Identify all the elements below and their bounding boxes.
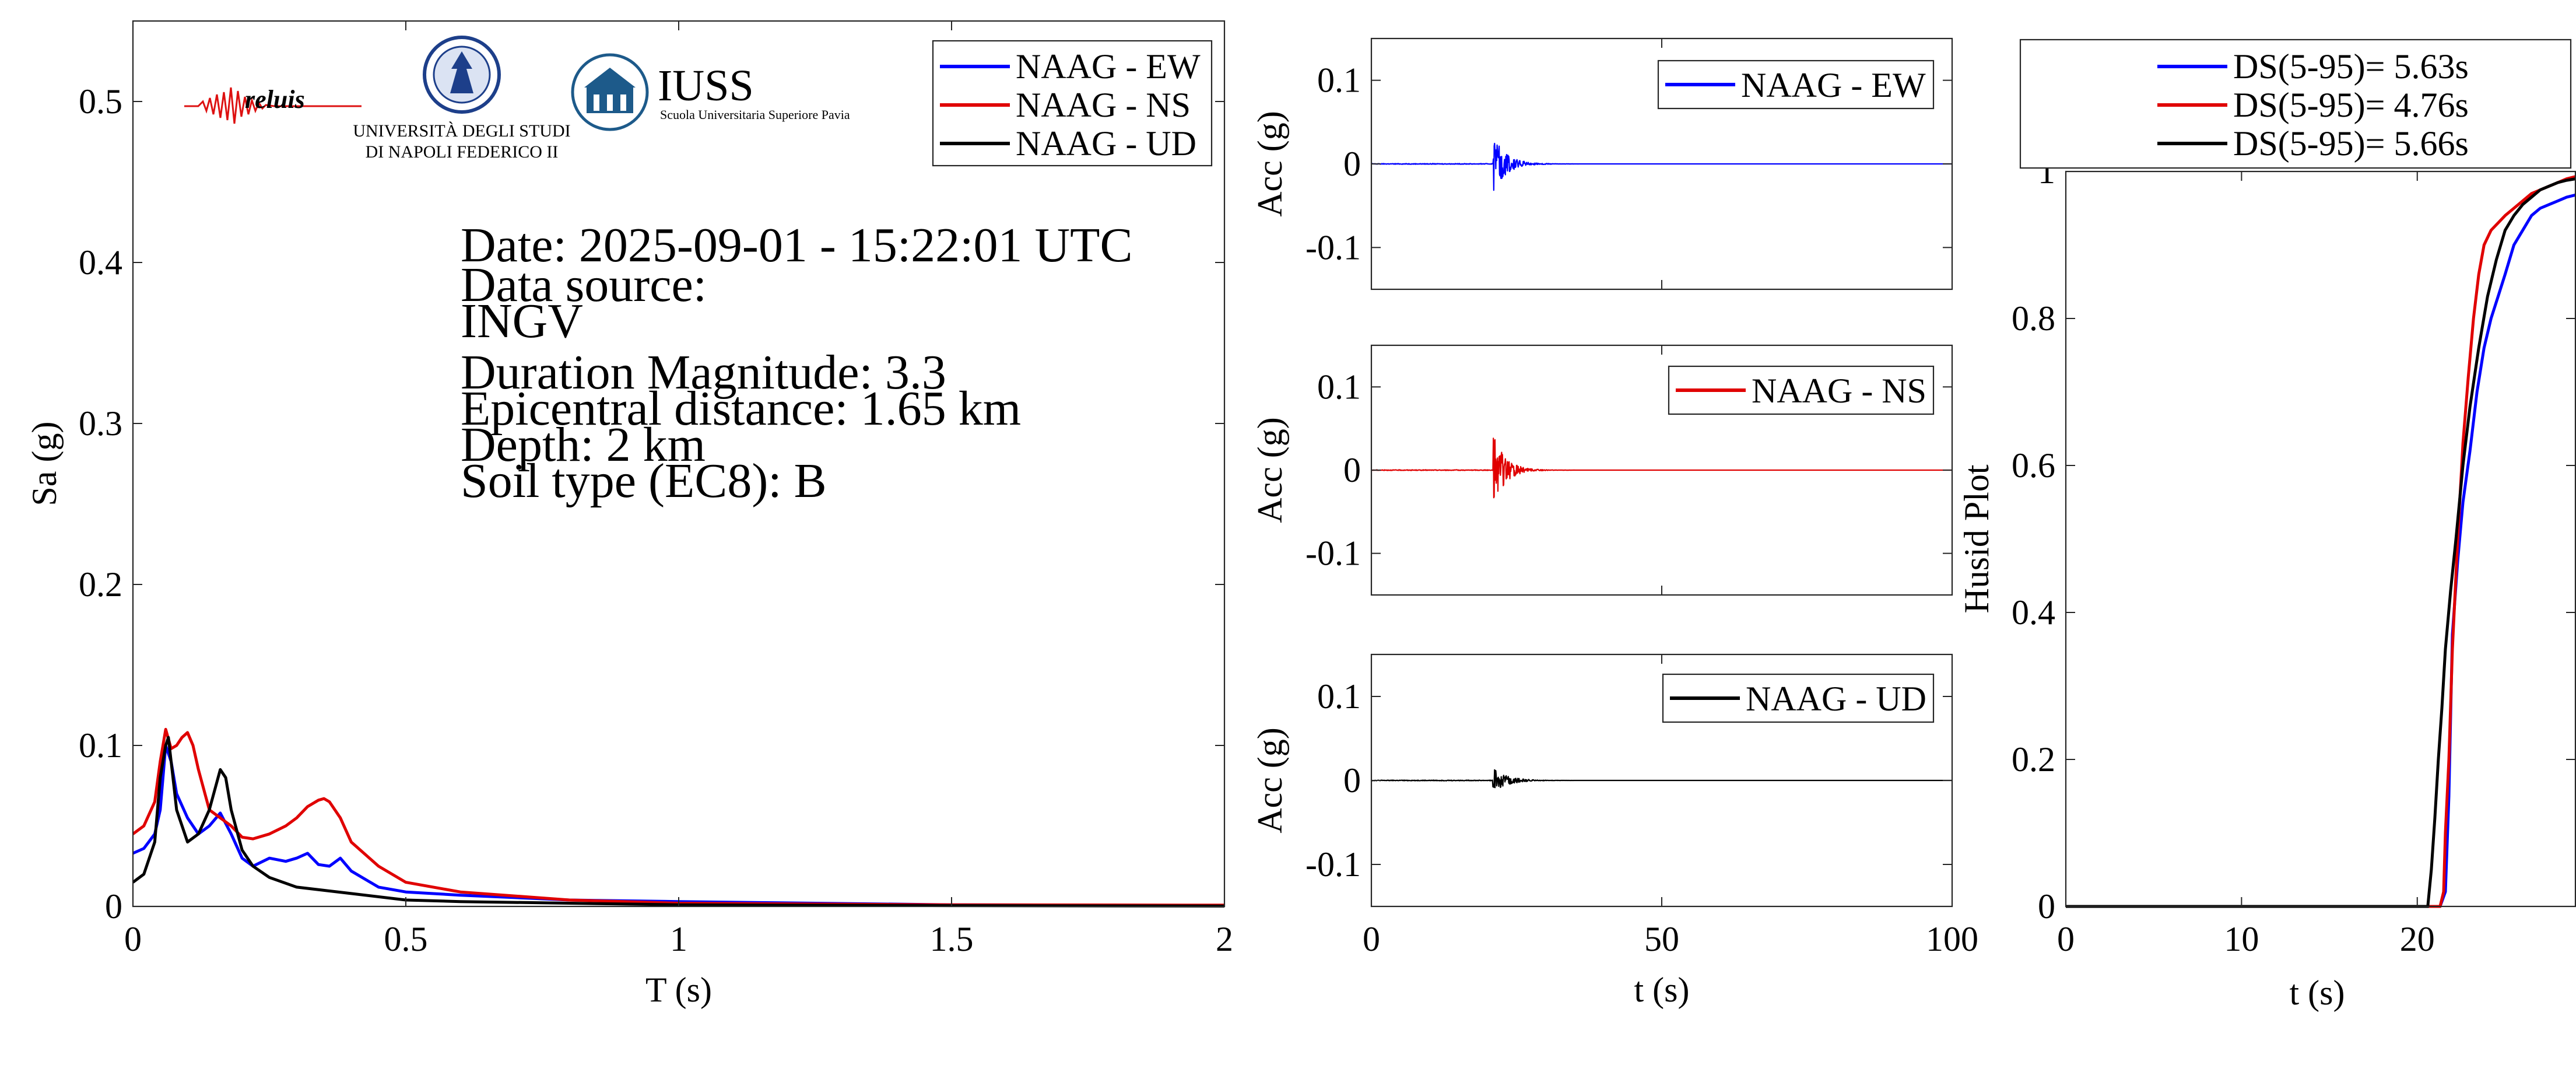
acc-ns-y-label: Acc (g): [1251, 417, 1289, 523]
husid-legend: DS(5-95)= 5.63s DS(5-95)= 4.76s DS(5-95)…: [2019, 38, 2572, 169]
event-depth: Depth: 2 km: [461, 418, 706, 472]
husid-y-label: Husid Plot: [1957, 464, 1996, 613]
y-tick-label: 0: [1343, 145, 1361, 183]
y-tick-label: 0: [1343, 451, 1361, 489]
acc-ud-y-label: Acc (g): [1251, 727, 1289, 834]
acc-ud-panel: -0.100.10 50 100 t (s) Acc (g) NAAG - UD: [1251, 653, 1978, 1009]
y-tick-label: 0.1: [1317, 367, 1361, 406]
acc-ud-legend: NAAG - UD: [1662, 673, 1935, 723]
unina-line-2: DI NAPOLI FEDERICO II: [366, 142, 559, 162]
reluis-logo: reluis: [184, 85, 362, 124]
x-tick-label: 1: [670, 920, 687, 958]
iuss-title: IUSS: [658, 61, 754, 110]
y-tick-label: 0.5: [79, 82, 122, 121]
x-tick-label: 100: [1926, 920, 1978, 958]
spectrum-legend: NAAG - EW NAAG - NS NAAG - UD: [932, 40, 1213, 167]
acc-ns-panel: -0.1 0 0.1 Acc (g) NAAG - NS: [1251, 344, 1953, 596]
event-date: Date: 2025-09-01 - 15:22:01 UTC: [461, 218, 1133, 272]
series-line: [1371, 769, 1953, 789]
legend-label-ud: NAAG - UD: [1016, 124, 1196, 163]
unina-line-1: UNIVERSITÀ DEGLI STUDI: [353, 121, 570, 141]
soil-type: Soil type (EC8): B: [461, 454, 827, 508]
epicentral-distance: Epicentral distance: 1.65 km: [461, 381, 1021, 436]
series-line: [132, 736, 1225, 908]
spectrum-y-label: Sa (g): [25, 422, 64, 506]
y-tick-label: 0: [105, 887, 122, 926]
x-tick-label: 50: [1644, 920, 1679, 958]
x-tick-label: 10: [2224, 920, 2259, 958]
acc-ew-y-label: Acc (g): [1251, 111, 1289, 217]
spectrum-panel: 0 0.1 0.2 0.3 0.4 0.5 0 0.5 1 1.5 2 T (s) Sa (g) r…: [25, 20, 1233, 1009]
iuss-subtitle: Scuola Universitaria Superiore Pavia: [660, 107, 850, 122]
legend-label-ns: NAAG - NS: [1016, 86, 1191, 124]
data-source-label: Data source:: [461, 258, 707, 312]
husid-x-label: t (s): [2290, 974, 2345, 1012]
y-tick-label: -0.1: [1305, 228, 1361, 267]
husid-legend-label-ud: DS(5-95)= 5.66s: [2233, 124, 2469, 163]
y-tick-label: 0.4: [79, 243, 122, 282]
event-info: Date: 2025-09-01 - 15:22:01 UTC Data sou…: [461, 218, 1133, 508]
y-tick-label: 0.3: [79, 404, 122, 443]
y-tick-label: 0: [1343, 761, 1361, 800]
iuss-logo: IUSS Scuola Universitaria Superiore Pavi…: [571, 53, 850, 131]
x-tick-label: 0: [1363, 920, 1380, 958]
y-tick-label: 0.2: [2012, 740, 2055, 779]
reluis-logo-text: reluis: [245, 85, 305, 114]
x-tick-label: 2: [1216, 920, 1233, 958]
acc-ew-legend-label: NAAG - EW: [1741, 66, 1926, 104]
y-tick-label: 0.1: [1317, 61, 1361, 100]
acc-ew-legend: NAAG - EW: [1657, 59, 1935, 110]
y-tick-label: 0.4: [2012, 593, 2055, 632]
reluis-seismogram-mark: [184, 87, 362, 124]
y-tick-label: -0.1: [1305, 845, 1361, 884]
acc-ud-legend-label: NAAG - UD: [1746, 680, 1926, 718]
series-line: [2066, 175, 2576, 908]
y-tick-label: 0.2: [79, 565, 122, 604]
series-line: [132, 744, 1225, 907]
unina-logo: UNIVERSITÀ DEGLI STUDI DI NAPOLI FEDERIC…: [353, 36, 571, 162]
y-tick-label: 0.1: [1317, 677, 1361, 716]
x-tick-label: 0: [2057, 920, 2075, 958]
husid-legend-box: [2019, 38, 2572, 169]
y-tick-label: 0.1: [79, 726, 122, 765]
x-tick-label: 0.5: [384, 920, 428, 958]
series-line: [2066, 177, 2576, 908]
y-tick-label: 0.6: [2012, 446, 2055, 485]
y-tick-label: -0.1: [1305, 534, 1361, 573]
acc-ns-legend-label: NAAG - NS: [1752, 372, 1926, 410]
x-tick-label: 20: [2400, 920, 2435, 958]
data-source-value: INGV: [461, 294, 583, 348]
series-line: [132, 727, 1225, 907]
y-tick-label: 0.8: [2012, 299, 2055, 338]
y-tick-label: 0: [2038, 887, 2055, 926]
acc-ud-x-label: t (s): [1634, 971, 1690, 1009]
husid-axes-box: [2065, 170, 2576, 908]
series-line: [1371, 142, 1953, 191]
series-line: [1371, 437, 1953, 499]
husid-legend-label-ns: DS(5-95)= 4.76s: [2233, 86, 2469, 124]
husid-legend-label-ew: DS(5-95)= 5.63s: [2233, 47, 2469, 86]
x-tick-label: 1.5: [930, 920, 974, 958]
series-line: [2066, 193, 2576, 908]
acc-ew-panel: -0.1 0 0.1 Acc (g) NAAG - EW: [1251, 37, 1953, 290]
duration-magnitude: Duration Magnitude: 3.3: [461, 345, 946, 400]
spectrum-x-label: T (s): [645, 971, 712, 1009]
husid-panel: 00.20.40.60.810 10 20 t (s) Husid Plot DS(…: [1957, 38, 2576, 1012]
legend-label-ew: NAAG - EW: [1016, 47, 1201, 86]
x-tick-label: 0: [124, 920, 142, 958]
acc-ns-legend: NAAG - NS: [1668, 365, 1935, 415]
